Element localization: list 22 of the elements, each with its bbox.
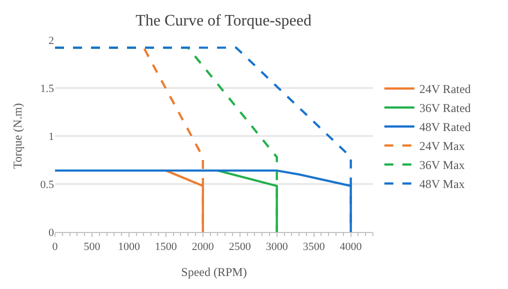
legend-label: 36V Rated [419,101,471,116]
x-tick-label: 2500 [228,241,252,254]
y-tick-label: 0.5 [40,178,54,191]
legend-label: 24V Rated [419,82,471,96]
y-axis-title: Torque (N.m) [10,103,25,169]
x-tick-label: 1500 [154,241,178,254]
legend-label: 48V Max [419,177,465,192]
legend-label: 24V Max [419,139,465,154]
y-tick-label: 1.5 [40,82,54,95]
x-tick-label: 500 [84,241,101,254]
x-tick-label: 1000 [118,241,140,254]
x-axis-title: Speed (RPM) [181,265,247,280]
legend-label: 48V Rated [419,120,471,134]
legend-label: 36V Max [419,158,465,172]
chart-title: The Curve of Torque-speed [136,12,312,30]
y-tick-label: 0 [48,226,54,239]
x-tick-label: 2000 [192,241,214,254]
y-tick-label: 2 [48,34,54,47]
x-tick-label: 3000 [266,241,288,254]
x-tick-label: 3500 [302,241,326,254]
x-tick-label: 4000 [340,241,362,254]
y-tick-label: 1 [48,130,54,143]
